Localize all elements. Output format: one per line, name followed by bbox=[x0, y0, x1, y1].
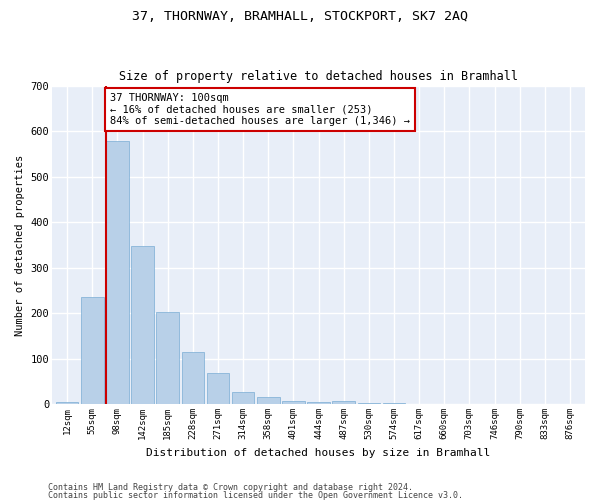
Y-axis label: Number of detached properties: Number of detached properties bbox=[15, 154, 25, 336]
Bar bbox=[56, 402, 79, 404]
Bar bbox=[182, 352, 204, 404]
Bar bbox=[358, 403, 380, 404]
Bar bbox=[307, 402, 330, 404]
Text: 37 THORNWAY: 100sqm
← 16% of detached houses are smaller (253)
84% of semi-detac: 37 THORNWAY: 100sqm ← 16% of detached ho… bbox=[110, 93, 410, 126]
Bar bbox=[81, 298, 104, 404]
Title: Size of property relative to detached houses in Bramhall: Size of property relative to detached ho… bbox=[119, 70, 518, 84]
Bar bbox=[257, 398, 280, 404]
Bar bbox=[232, 392, 254, 404]
Bar bbox=[157, 312, 179, 404]
Bar bbox=[282, 401, 305, 404]
Text: Contains public sector information licensed under the Open Government Licence v3: Contains public sector information licen… bbox=[48, 490, 463, 500]
Bar bbox=[131, 246, 154, 404]
Bar bbox=[332, 401, 355, 404]
Text: Contains HM Land Registry data © Crown copyright and database right 2024.: Contains HM Land Registry data © Crown c… bbox=[48, 484, 413, 492]
Bar bbox=[106, 140, 129, 404]
Bar bbox=[383, 403, 405, 404]
Text: 37, THORNWAY, BRAMHALL, STOCKPORT, SK7 2AQ: 37, THORNWAY, BRAMHALL, STOCKPORT, SK7 2… bbox=[132, 10, 468, 23]
Bar bbox=[206, 373, 229, 404]
X-axis label: Distribution of detached houses by size in Bramhall: Distribution of detached houses by size … bbox=[146, 448, 491, 458]
